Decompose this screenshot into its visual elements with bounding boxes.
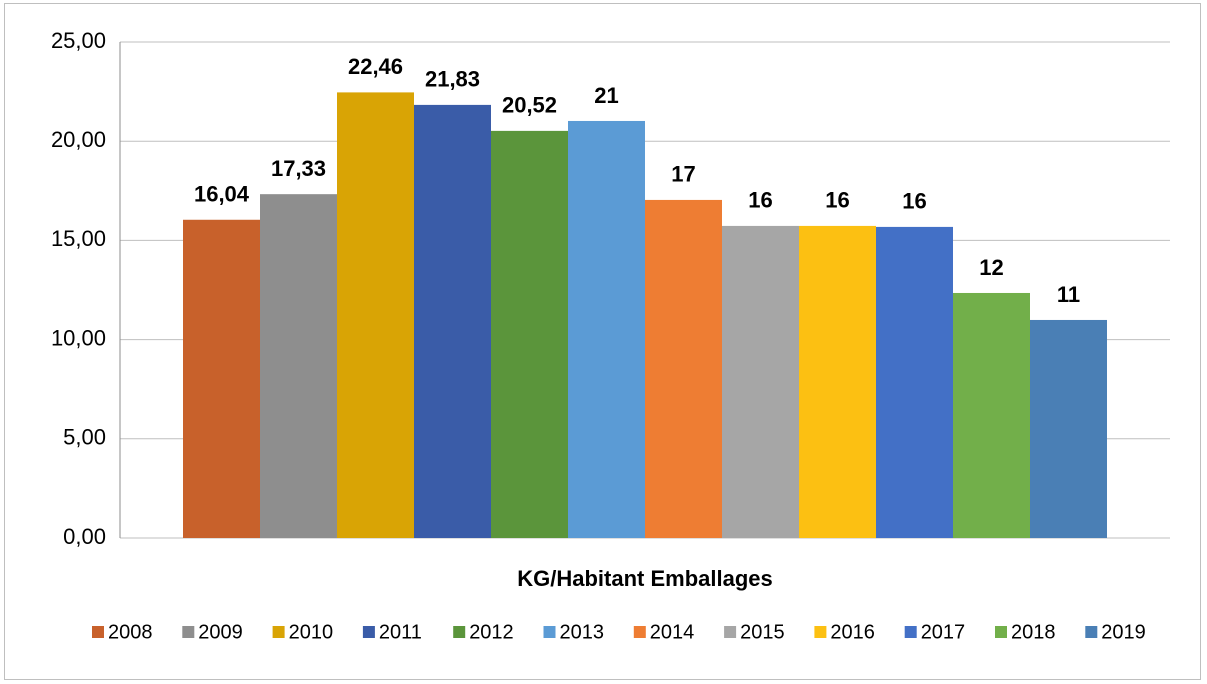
data-label: 22,46 bbox=[348, 54, 403, 79]
legend-label: 2010 bbox=[289, 621, 334, 643]
bar bbox=[337, 92, 414, 538]
legend-label: 2015 bbox=[740, 621, 785, 643]
data-label: 16 bbox=[825, 188, 849, 213]
data-label: 11 bbox=[1057, 282, 1080, 307]
legend-swatch bbox=[904, 626, 917, 638]
x-category-label: KG/Habitant Emballages bbox=[517, 566, 773, 591]
data-label: 16 bbox=[748, 188, 772, 213]
bar bbox=[183, 219, 260, 538]
legend-swatch bbox=[182, 626, 195, 638]
legend-label: 2019 bbox=[1101, 621, 1146, 643]
legend-label: 2011 bbox=[379, 621, 422, 643]
data-label: 21 bbox=[594, 83, 618, 108]
bar bbox=[645, 199, 722, 539]
bar bbox=[491, 130, 568, 539]
data-label: 21,83 bbox=[425, 67, 480, 92]
legend-label: 2009 bbox=[198, 621, 243, 643]
y-tick-label: 20,00 bbox=[51, 127, 106, 152]
legend-swatch bbox=[814, 626, 827, 638]
bar bbox=[260, 194, 337, 539]
legend-swatch bbox=[1085, 626, 1098, 638]
legend-swatch bbox=[543, 626, 556, 638]
legend-label: 2016 bbox=[830, 621, 875, 643]
legend-label: 2008 bbox=[108, 621, 153, 643]
legend-label: 2018 bbox=[1011, 621, 1056, 643]
legend-label: 2017 bbox=[921, 621, 966, 643]
legend-label: 2014 bbox=[650, 621, 695, 643]
data-label: 12 bbox=[979, 255, 1003, 280]
legend-swatch bbox=[272, 626, 285, 638]
data-label: 17,33 bbox=[271, 156, 326, 181]
legend-swatch bbox=[724, 626, 737, 638]
bar bbox=[953, 292, 1030, 538]
bar bbox=[568, 120, 645, 539]
y-tick-label: 10,00 bbox=[51, 325, 106, 350]
legend-swatch bbox=[995, 626, 1007, 638]
y-tick-label: 5,00 bbox=[63, 425, 106, 450]
bar bbox=[876, 226, 953, 538]
bar bbox=[414, 104, 491, 539]
y-tick-label: 25,00 bbox=[51, 28, 106, 53]
legend-swatch bbox=[633, 626, 646, 638]
y-tick-label: 0,00 bbox=[63, 524, 106, 549]
bar bbox=[799, 225, 876, 538]
legend-swatch bbox=[92, 626, 104, 638]
data-label: 20,52 bbox=[502, 93, 557, 118]
data-label: 16 bbox=[902, 189, 926, 214]
data-label: 17 bbox=[671, 162, 695, 187]
data-label: 16,04 bbox=[194, 182, 250, 207]
legend-label: 2012 bbox=[469, 621, 514, 643]
bar bbox=[722, 225, 799, 538]
legend-label: 2013 bbox=[560, 621, 605, 643]
y-tick-label: 15,00 bbox=[51, 226, 106, 251]
bar bbox=[1030, 319, 1107, 538]
legend-swatch bbox=[362, 626, 375, 638]
legend-swatch bbox=[453, 626, 466, 638]
